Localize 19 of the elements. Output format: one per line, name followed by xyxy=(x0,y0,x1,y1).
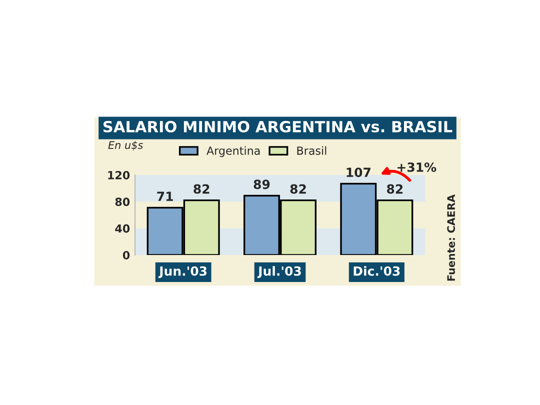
data-label: 107 xyxy=(346,168,370,178)
y-axis-title: En u$s xyxy=(108,140,143,150)
data-label: 82 xyxy=(387,184,403,194)
legend-label: Argentina xyxy=(206,146,260,157)
legend-label: Brasil xyxy=(297,146,326,155)
x-tick-label: Jun.'03 xyxy=(158,266,207,278)
x-tick-label: Jul.'03 xyxy=(257,266,301,278)
data-label: 89 xyxy=(254,180,270,190)
source-note: Fuente: CAERA xyxy=(447,194,456,281)
data-label: 71 xyxy=(157,192,173,201)
y-tick-label: 40 xyxy=(115,224,130,233)
annotation: +31% xyxy=(398,162,436,172)
data-label: 82 xyxy=(194,184,210,194)
y-tick-label: 0 xyxy=(122,250,130,260)
data-label: 82 xyxy=(290,184,306,194)
y-tick-label: 120 xyxy=(108,170,130,180)
y-tick-label: 80 xyxy=(115,198,130,206)
x-tick-label: Dic.'03 xyxy=(354,266,400,276)
chart-title: SALARIO MINIMO ARGENTINA vs. BRASIL xyxy=(103,120,452,132)
